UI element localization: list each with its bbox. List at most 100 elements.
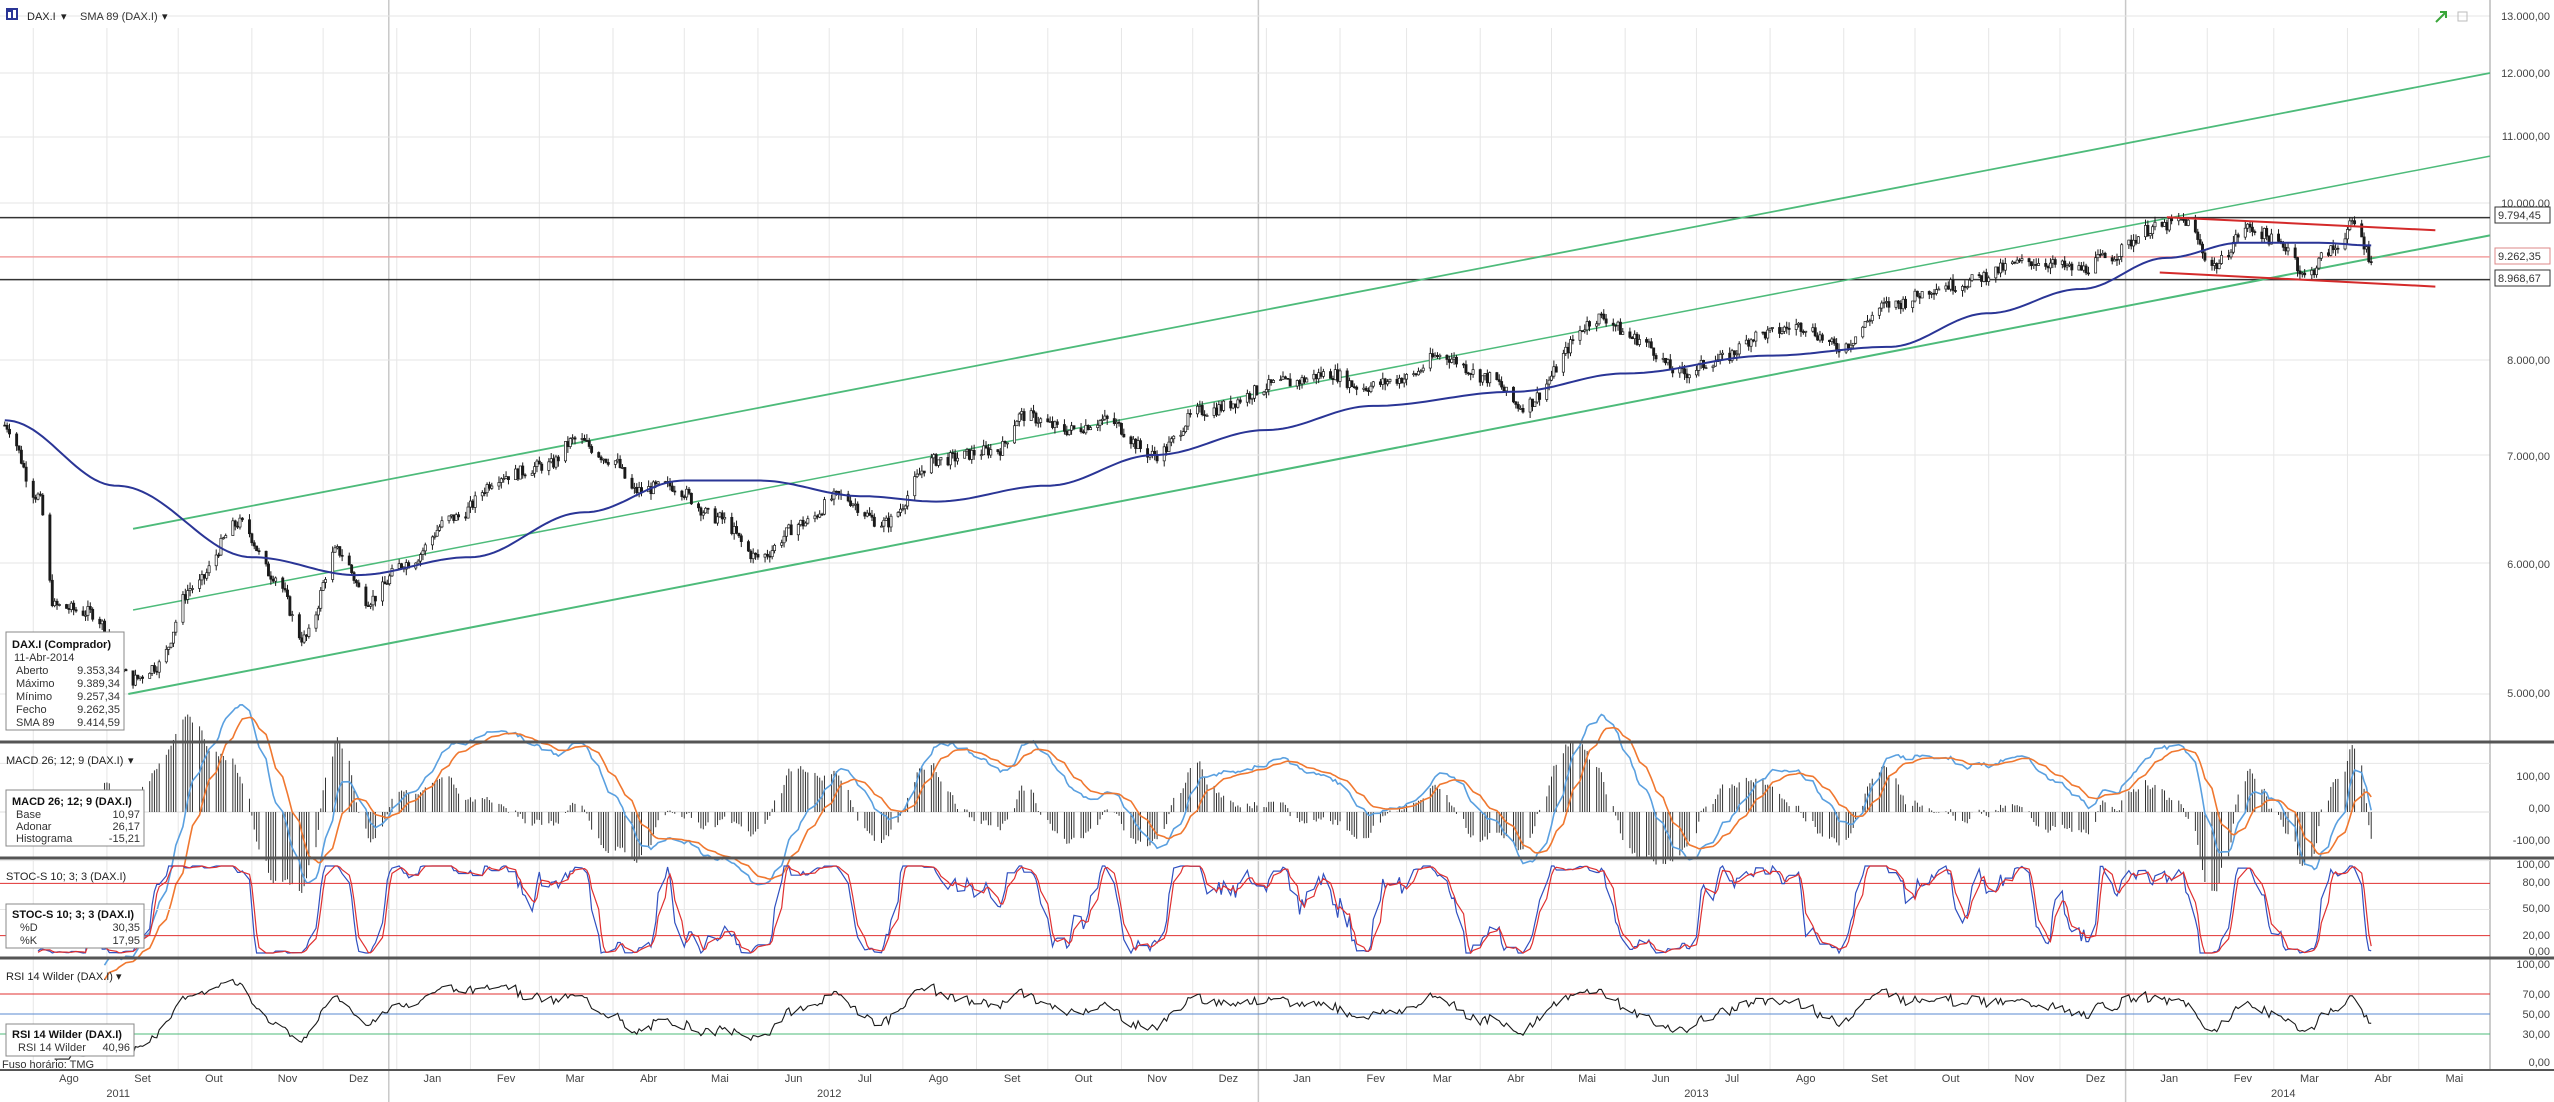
candle-body: [1932, 292, 1936, 295]
candle-body: [1768, 327, 1772, 331]
candle-body: [1718, 354, 1722, 360]
candle-body: [616, 458, 620, 462]
candle-body: [1305, 378, 1309, 383]
candle-body: [618, 458, 622, 468]
candle-body: [352, 572, 356, 581]
candle-body: [564, 441, 567, 462]
candle-body: [1466, 372, 1470, 375]
candle-body: [2286, 247, 2290, 252]
candle-body: [718, 512, 722, 518]
candle-body: [870, 514, 874, 518]
candle-body: [1877, 307, 1881, 316]
candle-body: [1122, 433, 1126, 438]
candle-body: [2293, 247, 2297, 258]
candle-body: [1721, 352, 1725, 355]
candle-body: [2353, 220, 2357, 225]
macd-dropdown-icon[interactable]: ▾: [128, 755, 134, 767]
candle-body: [1381, 378, 1385, 385]
candle-body: [1378, 381, 1382, 385]
rsi-tick: 70,00: [2522, 989, 2550, 1001]
instrument-dropdown-icon[interactable]: ▾: [61, 11, 67, 23]
candle-body: [433, 535, 437, 538]
price-info-box: DAX.I (Comprador) 11-Abr-2014 Aberto 9.3…: [5, 631, 125, 731]
candle-body: [1455, 356, 1458, 365]
candle-body: [918, 473, 921, 476]
maximize-icon[interactable]: [2457, 11, 2468, 22]
candle-body: [2367, 246, 2371, 262]
candle-body: [929, 457, 933, 474]
stoch-header: STOC-S 10; 3; 3 (DAX.I) 100,00 80,00 50,…: [5, 859, 2550, 958]
candle-body: [236, 525, 240, 528]
candle-body: [1531, 398, 1534, 407]
candle-body: [547, 461, 551, 471]
candle-body: [2046, 266, 2050, 269]
candle-body: [1203, 414, 1207, 417]
month-label: Fev: [1367, 1073, 1386, 1085]
candle-body: [400, 563, 403, 569]
month-label: Mar: [2300, 1073, 2319, 1085]
candle-body: [1314, 373, 1318, 380]
indicator-dropdown-icon[interactable]: ▾: [162, 11, 168, 23]
price-axis: 13.000,00 12.000,00 11.000,00 10.000,00 …: [2494, 11, 2551, 700]
rsi-dropdown-icon[interactable]: ▾: [116, 971, 122, 983]
candle-body: [1020, 411, 1024, 415]
month-label: Out: [1075, 1073, 1093, 1085]
month-label: Out: [1942, 1073, 1960, 1085]
candle-body: [1369, 385, 1373, 392]
candle-body: [340, 554, 344, 557]
macd-title[interactable]: MACD 26; 12; 9 (DAX.I): [6, 755, 123, 767]
candle-body: [2010, 261, 2014, 264]
candle-body: [2120, 244, 2124, 257]
candle-body: [1602, 313, 1606, 320]
candle-body: [946, 457, 950, 466]
instrument-selector[interactable]: DAX.I: [27, 11, 56, 23]
candle-body: [2068, 263, 2071, 266]
candle-body: [17, 445, 21, 451]
candle-body: [849, 500, 853, 506]
candle-body: [996, 449, 1000, 453]
stoch-title[interactable]: STOC-S 10; 3; 3 (DAX.I): [6, 871, 126, 883]
candle-body: [1497, 379, 1501, 382]
candle-body: [899, 508, 902, 513]
candle-body: [1229, 400, 1233, 409]
candle-body: [466, 506, 470, 519]
info-value-low: 9.257,34: [77, 691, 120, 703]
macd-info-box: [5, 789, 145, 847]
candle-body: [756, 554, 760, 558]
candle-body: [383, 581, 387, 585]
candle-body: [2063, 260, 2067, 268]
candle-body: [1516, 404, 1520, 409]
candle-body: [1832, 338, 1836, 344]
candle-body: [2210, 259, 2214, 266]
stoch-d-line: [37, 864, 2372, 955]
level-label-box: [2494, 269, 2551, 287]
candle-body: [1234, 403, 1237, 408]
timezone-label: Fuso horário: TMG: [2, 1059, 94, 1071]
candle-body: [780, 542, 784, 546]
candle-body: [1882, 302, 1886, 304]
candle-body: [1899, 302, 1903, 310]
candle-body: [1238, 399, 1242, 403]
candle-body: [934, 454, 938, 466]
candle-body: [1685, 373, 1689, 379]
candle-body: [1804, 330, 1808, 333]
rsi-title[interactable]: RSI 14 Wilder (DAX.I): [6, 971, 113, 983]
candle-body: [1150, 450, 1154, 455]
candle-body: [1181, 431, 1185, 436]
candle-body: [22, 463, 26, 468]
candle-body: [1732, 350, 1736, 355]
year-label: 2014: [2271, 1088, 2295, 1100]
indicator-selector[interactable]: SMA 89 (DAX.I): [80, 11, 158, 23]
candle-body: [1828, 339, 1831, 342]
candle-body: [2020, 258, 2024, 261]
candle-body: [1652, 347, 1656, 356]
candle-body: [1887, 301, 1891, 308]
trendline-tool-icon[interactable]: [2435, 11, 2447, 23]
chart-icon[interactable]: [6, 8, 18, 20]
candle-body: [1319, 372, 1323, 377]
candle-body: [2193, 219, 2197, 233]
candle-body: [1179, 434, 1183, 437]
candle-body: [630, 477, 634, 489]
candle-body: [233, 520, 237, 527]
candle-body: [984, 445, 988, 449]
